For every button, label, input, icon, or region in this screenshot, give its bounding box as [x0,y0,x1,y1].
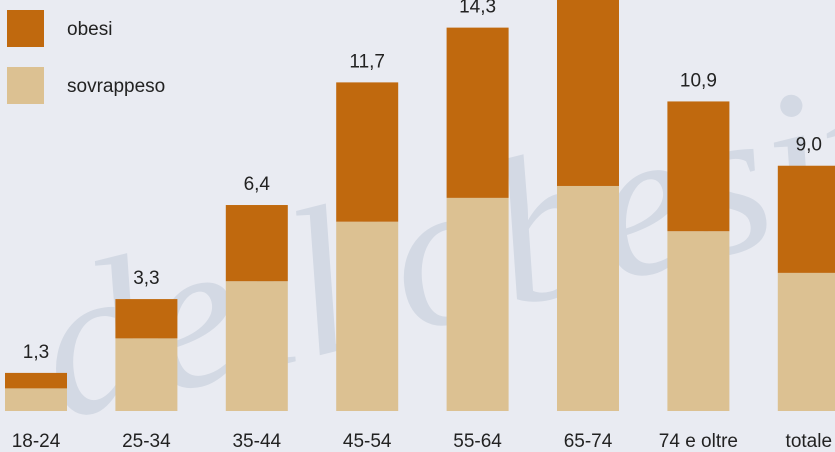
bar-sovrappeso-18-24 [5,388,67,411]
legend: obesi sovrappeso [7,10,165,104]
bar-obesi-18-24 [5,372,67,389]
bar-obesi-45-54 [336,82,399,222]
bar-sovrappeso-65-74 [557,185,619,411]
x-tick-label: 45-54 [343,431,392,452]
x-tick-label: 65-74 [564,431,613,452]
data-label: 1,3 [23,342,49,363]
bar-sovrappeso-25-34 [115,338,178,411]
bar-sovrappeso-55-64 [446,197,509,411]
bar-sovrappeso-35-44 [225,281,288,411]
legend-label-sovrappeso: sovrappeso [67,76,165,97]
bars-group [5,0,835,411]
legend-swatch-sovrappeso [7,67,44,104]
bar-sovrappeso-74-e-oltre [667,231,730,411]
bar-sovrappeso-45-54 [336,221,399,411]
data-label: 14,3 [459,0,496,18]
bar-sovrappeso-totale [777,272,835,411]
bar-obesi-25-34 [115,299,178,339]
bar-obesi-35-44 [225,205,288,282]
data-label: 10,9 [680,70,717,91]
x-tick-label: 35-44 [232,431,281,452]
data-labels-group: 1,33,36,411,714,315,710,99,0 [23,0,822,363]
bar-obesi-totale [777,165,835,273]
x-tick-label: 18-24 [12,431,61,452]
data-label: 11,7 [349,51,385,72]
x-tick-label: 25-34 [122,431,171,452]
data-label: 9,0 [796,135,822,156]
bar-obesi-74-e-oltre [667,101,730,232]
legend-swatch-obesi [7,10,44,47]
legend-label-obesi: obesi [67,19,112,40]
x-tick-label: 55-64 [453,431,502,452]
data-label: 6,4 [244,174,271,195]
x-axis-tick-labels: 18-24 25-34 35-44 45-54 55-64 65-74 74 e oltre… [12,431,832,452]
x-tick-label: totale [786,431,832,452]
data-label: 3,3 [133,268,159,289]
bar-obesi-55-64 [446,27,509,198]
bar-obesi-65-74 [557,0,619,186]
x-tick-label: 74 e oltre [659,431,738,452]
